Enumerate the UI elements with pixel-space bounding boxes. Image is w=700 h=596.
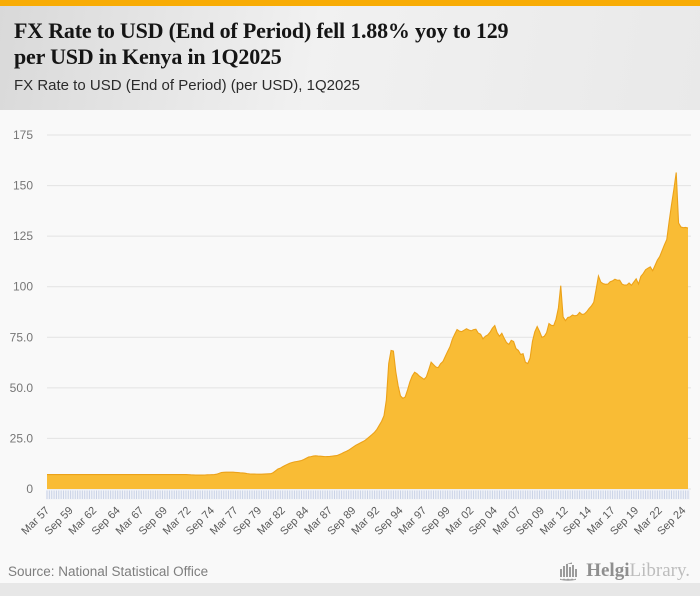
chart-title-line1: FX Rate to USD (End of Period) fell 1.88… xyxy=(14,18,509,43)
fx-rate-area-series xyxy=(47,172,688,489)
chart-footer: Source: National Statistical Office Helg… xyxy=(0,558,700,583)
y-axis-tick-label: 125 xyxy=(13,229,33,243)
helgi-bars-icon xyxy=(560,562,578,581)
logo-text-helgi: Helgi xyxy=(586,560,630,581)
y-axis-tick-label: 25.0 xyxy=(10,431,34,445)
y-axis-tick-label: 75.0 xyxy=(10,330,34,344)
y-axis-tick-label: 175 xyxy=(13,128,33,142)
logo-text: HelgiLibrary. xyxy=(586,560,690,582)
chart-title-line2: per USD in Kenya in 1Q2025 xyxy=(14,44,282,69)
y-axis-tick-label: 0 xyxy=(26,482,33,496)
bottom-strip xyxy=(0,583,700,596)
chart-subtitle: FX Rate to USD (End of Period) (per USD)… xyxy=(14,77,360,94)
accent-top-bar xyxy=(0,0,700,6)
y-axis-tick-label: 100 xyxy=(13,280,33,294)
y-axis-tick-label: 50.0 xyxy=(10,381,34,395)
helgi-library-logo[interactable]: HelgiLibrary. xyxy=(558,560,690,582)
fx-rate-area-chart: 175 150 125 100 75.0 50.0 25.0 0 Mar 57 Sep 59 Mar… xyxy=(0,110,700,556)
source-label: Source: National Statistical Office xyxy=(8,564,209,579)
y-axis-tick-label: 150 xyxy=(13,179,33,193)
fx-rate-line xyxy=(47,172,689,476)
chart-title: FX Rate to USD (End of Period) fell 1.88… xyxy=(14,18,686,70)
chart-header: FX Rate to USD (End of Period) fell 1.88… xyxy=(0,6,700,110)
logo-text-library: Library. xyxy=(629,560,691,581)
